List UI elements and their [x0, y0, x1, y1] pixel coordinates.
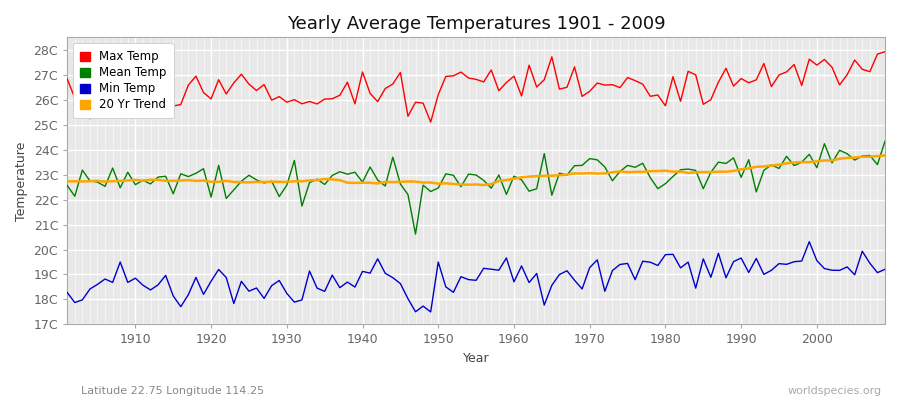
Legend: Max Temp, Mean Temp, Min Temp, 20 Yr Trend: Max Temp, Mean Temp, Min Temp, 20 Yr Tre…	[73, 43, 174, 118]
X-axis label: Year: Year	[463, 352, 490, 365]
Text: worldspecies.org: worldspecies.org	[788, 386, 882, 396]
Title: Yearly Average Temperatures 1901 - 2009: Yearly Average Temperatures 1901 - 2009	[287, 15, 665, 33]
Y-axis label: Temperature: Temperature	[15, 141, 28, 220]
Text: Latitude 22.75 Longitude 114.25: Latitude 22.75 Longitude 114.25	[81, 386, 264, 396]
